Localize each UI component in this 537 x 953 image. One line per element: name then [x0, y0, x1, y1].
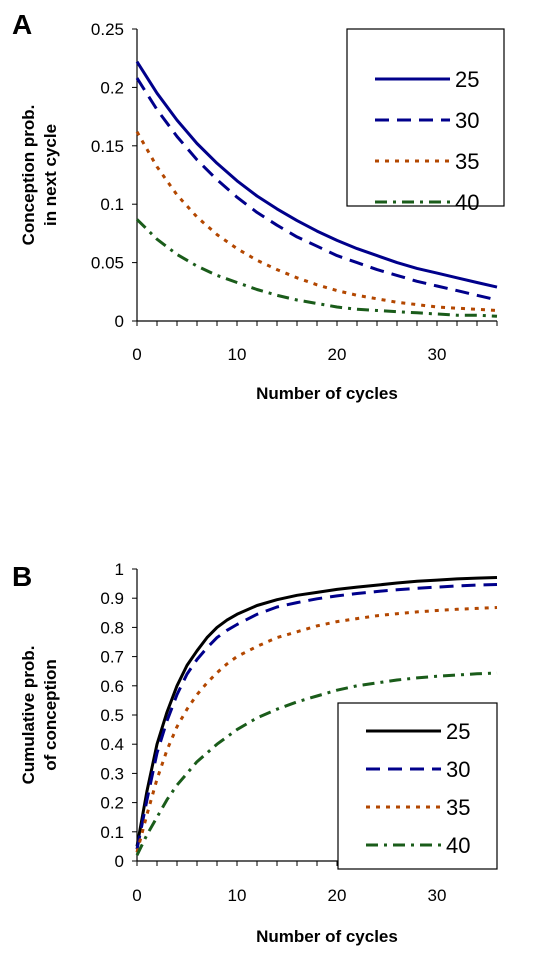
y-axis-title-line: Conception prob.	[19, 105, 38, 246]
series-line-30	[135, 583, 498, 850]
y-tick-label: 0	[115, 852, 124, 871]
legend-label-40: 40	[446, 833, 470, 858]
legend-label-35: 35	[446, 795, 470, 820]
legend-label-35: 35	[455, 149, 479, 174]
series-line-25	[135, 60, 498, 289]
x-tick-label: 10	[228, 886, 247, 905]
legend-label-40: 40	[455, 190, 479, 215]
series-line-40	[135, 218, 498, 318]
panel-label-b: B	[12, 561, 32, 592]
series-line-30	[135, 77, 498, 302]
y-tick-label: 0.7	[100, 648, 124, 667]
y-tick-label: 1	[115, 560, 124, 579]
series-line-40	[135, 671, 498, 856]
x-tick-label: 20	[328, 886, 347, 905]
series-line-25	[135, 576, 498, 847]
y-axis-title-line: of conception	[41, 659, 60, 770]
y-axis-title-line: Cumulative prob.	[19, 646, 38, 785]
y-tick-label: 0.9	[100, 589, 124, 608]
y-tick-label: 0.1	[100, 823, 124, 842]
x-axis-title: Number of cycles	[256, 927, 398, 946]
y-tick-label: 0.05	[91, 254, 124, 273]
x-tick-label: 30	[428, 886, 447, 905]
panel-label-a: A	[12, 9, 32, 40]
y-tick-label: 0.25	[91, 20, 124, 39]
legend-label-25: 25	[455, 67, 479, 92]
legend-box	[346, 28, 505, 207]
panel-a-chart: A 0 0.05 0.1 0.15 0.2 0.25 0 10 20 30 Number of cy…	[12, 9, 505, 403]
x-axis-title: Number of cycles	[256, 384, 398, 403]
y-tick-label: 0.2	[100, 794, 124, 813]
y-tick-label: 0.6	[100, 677, 124, 696]
series-line-35	[135, 131, 498, 312]
y-tick-label: 0.15	[91, 137, 124, 156]
y-tick-label: 0.5	[100, 706, 124, 725]
y-axis-title: Cumulative prob. of conception	[19, 646, 60, 785]
y-axis-title-line: in next cycle	[41, 124, 60, 226]
y-tick-label: 0.8	[100, 618, 124, 637]
y-tick-label: 0.3	[100, 764, 124, 783]
y-tick-label: 0.1	[100, 195, 124, 214]
x-tick-label: 0	[132, 345, 141, 364]
legend-box	[337, 702, 498, 870]
panel-b-chart: B 00.10.20.30.40.50.60.70.80.910 10 20 30Nu…	[12, 560, 498, 946]
x-tick-label: 30	[428, 345, 447, 364]
x-tick-label: 0	[132, 886, 141, 905]
y-tick-label: 0.2	[100, 78, 124, 97]
x-tick-label: 20	[328, 345, 347, 364]
x-tick-label: 10	[228, 345, 247, 364]
y-tick-label: 0.4	[100, 735, 124, 754]
legend-label-30: 30	[446, 757, 470, 782]
legend-label-25: 25	[446, 719, 470, 744]
y-tick-label: 0	[115, 312, 124, 331]
legend-label-30: 30	[455, 108, 479, 133]
y-axis-title: Conception prob. in next cycle	[19, 105, 60, 246]
